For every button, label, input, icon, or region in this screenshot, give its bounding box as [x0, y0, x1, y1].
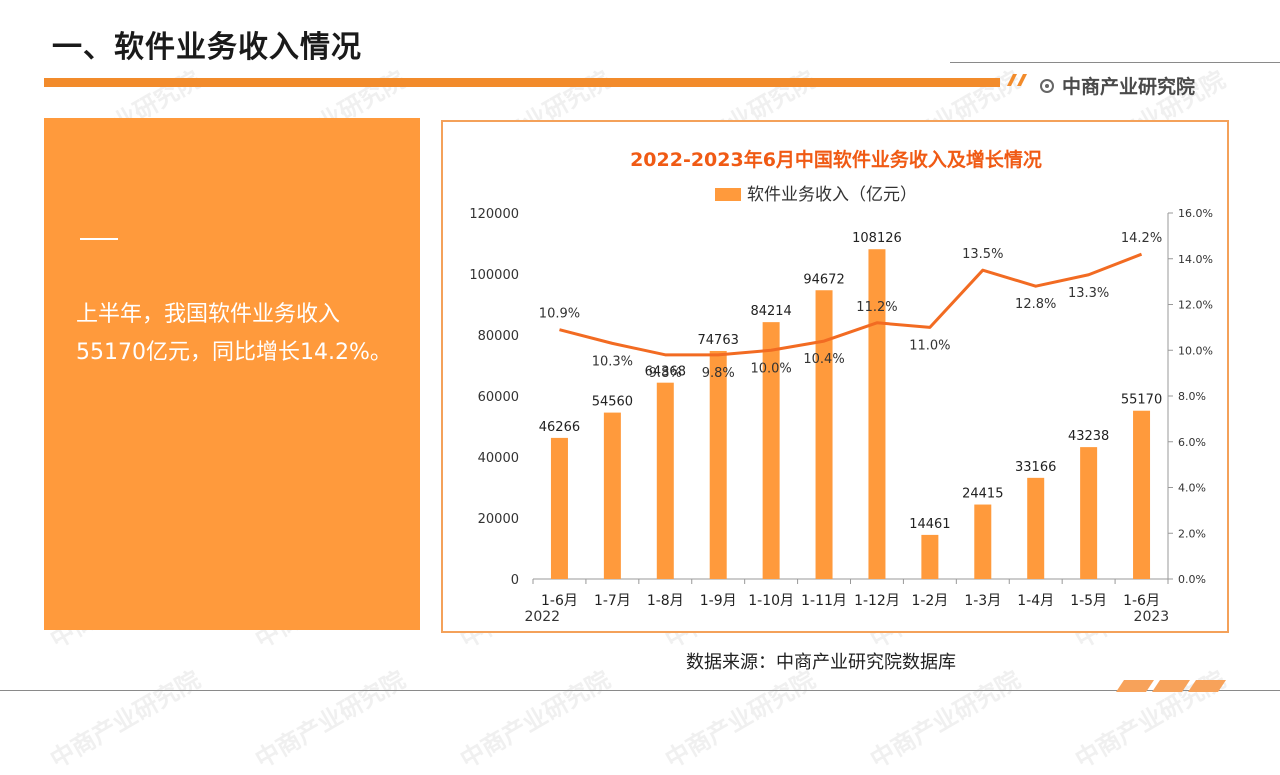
- y2-tick-label: 4.0%: [1178, 482, 1206, 495]
- page-title: 一、软件业务收入情况: [52, 30, 362, 65]
- growth-rate-label: 9.8%: [702, 366, 735, 381]
- growth-rate-label: 13.5%: [962, 247, 1003, 262]
- y2-tick-label: 6.0%: [1178, 436, 1206, 449]
- y-tick-label: 120000: [469, 207, 519, 222]
- x-tick-label: 1-8月: [647, 593, 684, 609]
- bar: [709, 350, 727, 579]
- x-tick-label: 1-6月: [1123, 593, 1160, 609]
- y-tick-label: 40000: [478, 451, 519, 466]
- brand-name: 中商产业研究院: [1062, 76, 1196, 98]
- x-tick-label: 1-2月: [911, 593, 948, 609]
- y-tick-label: 100000: [469, 268, 519, 283]
- watermark-text: 中商产业研究院: [250, 665, 410, 774]
- bar-value-label: 64368: [645, 365, 686, 380]
- chart-title: 2022-2023年6月中国软件业务收入及增长情况: [630, 148, 1042, 171]
- growth-rate-label: 12.8%: [1015, 297, 1056, 312]
- y-tick-label: 0: [511, 573, 519, 588]
- watermark-text: 中商产业研究院: [45, 665, 205, 774]
- bar-value-label: 108126: [852, 231, 902, 246]
- bar-value-label: 46266: [539, 420, 580, 435]
- growth-rate-label: 14.2%: [1121, 231, 1162, 246]
- x-tick-label: 1-9月: [700, 593, 737, 609]
- bar: [603, 412, 621, 579]
- x-tick-label: 1-10月: [748, 593, 794, 609]
- bar: [762, 322, 780, 579]
- bar: [1080, 447, 1098, 579]
- bar-value-label: 84214: [750, 304, 791, 319]
- growth-rate-label: 10.3%: [592, 354, 633, 369]
- brand-logo-icon: [1040, 78, 1054, 93]
- growth-rate-label: 10.4%: [803, 352, 844, 367]
- bar: [1133, 410, 1151, 579]
- footer-divider: [0, 690, 1280, 691]
- growth-rate-label: 11.0%: [909, 338, 950, 353]
- y2-tick-label: 10.0%: [1178, 344, 1213, 357]
- growth-rate-label: 10.9%: [539, 307, 580, 322]
- year-label-end: 2023: [1134, 609, 1170, 625]
- y2-tick-label: 0.0%: [1178, 573, 1206, 586]
- brand: 中商产业研究院: [1040, 72, 1195, 99]
- bar-value-label: 74763: [698, 333, 739, 348]
- y2-tick-label: 16.0%: [1178, 207, 1213, 220]
- growth-rate-label: 10.0%: [750, 361, 791, 376]
- y2-tick-label: 14.0%: [1178, 253, 1213, 266]
- watermark-text: 中商产业研究院: [865, 665, 1025, 774]
- bar: [550, 437, 568, 579]
- bar-value-label: 14461: [909, 517, 950, 532]
- bar-value-label: 55170: [1121, 393, 1162, 408]
- growth-rate-label: 9.8%: [649, 366, 682, 381]
- bar-value-label: 33166: [1015, 460, 1056, 475]
- bar-value-label: 94672: [803, 272, 844, 287]
- legend-label: 软件业务收入（亿元）: [747, 185, 917, 205]
- data-source: 数据来源：中商产业研究院数据库: [686, 652, 956, 673]
- y-tick-label: 80000: [478, 329, 519, 344]
- bar: [815, 290, 833, 579]
- watermark-text: 中商产业研究院: [660, 665, 820, 774]
- chart-container: 2022-2023年6月中国软件业务收入及增长情况软件业务收入（亿元） 0 2000…: [441, 120, 1229, 633]
- y-tick-label: 60000: [478, 390, 519, 405]
- bar: [1027, 477, 1045, 579]
- y2-tick-label: 2.0%: [1178, 527, 1206, 540]
- x-tick-label: 1-6月: [541, 593, 578, 609]
- x-tick-label: 1-12月: [854, 593, 900, 609]
- bar: [656, 382, 674, 579]
- y2-tick-label: 12.0%: [1178, 299, 1213, 312]
- stripe-decoration-icon: [1007, 74, 1027, 86]
- x-tick-label: 1-11月: [801, 593, 847, 609]
- x-tick-label: 1-7月: [594, 593, 631, 609]
- bar-value-label: 24415: [962, 487, 1003, 502]
- footer-stripe-icon: [1116, 680, 1226, 692]
- x-tick-label: 1-4月: [1017, 593, 1054, 609]
- growth-rate-label: 11.2%: [856, 300, 897, 315]
- growth-rate-label: 13.3%: [1068, 286, 1109, 301]
- x-tick-label: 1-5月: [1070, 593, 1107, 609]
- legend-swatch: [715, 188, 741, 201]
- bar: [868, 249, 886, 579]
- header-divider: [950, 62, 1280, 63]
- bar: [974, 504, 992, 579]
- growth-line: [559, 252, 1143, 357]
- watermark-text: 中商产业研究院: [455, 665, 615, 774]
- title-accent-bar: [44, 78, 1000, 87]
- panel-divider: [80, 238, 118, 240]
- summary-text: 上半年，我国软件业务收入55170亿元，同比增长14.2%。: [76, 302, 392, 365]
- y-tick-label: 20000: [478, 512, 519, 527]
- bar-value-label: 43238: [1068, 429, 1109, 444]
- bar-value-label: 54560: [592, 395, 633, 410]
- bar: [921, 534, 939, 579]
- year-label-start: 2022: [524, 609, 560, 625]
- y2-tick-label: 8.0%: [1178, 390, 1206, 403]
- summary-panel: 上半年，我国软件业务收入55170亿元，同比增长14.2%。: [44, 118, 420, 630]
- x-tick-label: 1-3月: [964, 593, 1001, 609]
